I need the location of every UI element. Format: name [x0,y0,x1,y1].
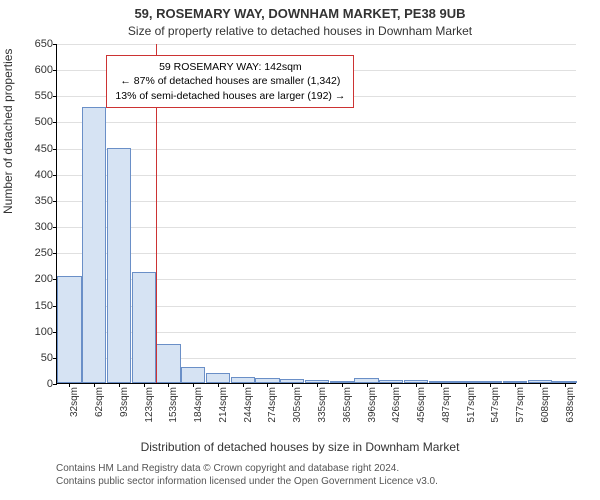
attribution-line-1: Contains HM Land Registry data © Crown c… [56,462,576,475]
plot-area: 0501001502002503003504004505005506006503… [56,44,576,384]
gridline [57,201,576,202]
x-tick-label: 93sqm [119,387,130,417]
x-tick-label: 305sqm [292,387,303,423]
gridline [57,253,576,254]
y-tick-label: 150 [35,300,53,312]
x-tick-label: 123sqm [144,387,155,423]
histogram-bar [156,344,180,383]
y-tick-mark [53,149,57,150]
y-tick-label: 500 [35,116,53,128]
callout-line-3: 13% of semi-detached houses are larger (… [115,89,345,103]
y-tick-mark [53,384,57,385]
x-tick-label: 365sqm [342,387,353,423]
x-tick-label: 547sqm [490,387,501,423]
x-tick-label: 456sqm [416,387,427,423]
histogram-bar [206,373,230,383]
y-tick-label: 300 [35,221,53,233]
y-tick-mark [53,122,57,123]
x-tick-label: 62sqm [94,387,105,417]
y-tick-label: 650 [35,38,53,50]
y-tick-label: 600 [35,64,53,76]
y-tick-mark [53,201,57,202]
y-tick-mark [53,253,57,254]
y-tick-mark [53,227,57,228]
y-tick-label: 400 [35,169,53,181]
x-tick-label: 335sqm [317,387,328,423]
y-tick-label: 100 [35,326,53,338]
x-tick-label: 517sqm [466,387,477,423]
x-tick-label: 577sqm [515,387,526,423]
chart-title-sub: Size of property relative to detached ho… [0,24,600,38]
gridline [57,227,576,228]
histogram-bar [57,276,81,383]
callout-line-2: ← 87% of detached houses are smaller (1,… [115,74,345,88]
x-tick-label: 487sqm [441,387,452,423]
y-tick-label: 450 [35,143,53,155]
gridline [57,149,576,150]
attribution-text: Contains HM Land Registry data © Crown c… [56,462,576,488]
y-tick-mark [53,70,57,71]
histogram-bar [82,107,106,383]
x-tick-label: 608sqm [540,387,551,423]
chart-title-main: 59, ROSEMARY WAY, DOWNHAM MARKET, PE38 9… [0,6,600,21]
y-tick-mark [53,44,57,45]
y-tick-label: 200 [35,273,53,285]
histogram-bar [132,272,156,383]
x-tick-label: 153sqm [168,387,179,423]
attribution-line-2: Contains public sector information licen… [56,475,576,488]
x-tick-label: 396sqm [367,387,378,423]
callout-box: 59 ROSEMARY WAY: 142sqm← 87% of detached… [106,55,354,108]
gridline [57,122,576,123]
x-tick-label: 184sqm [193,387,204,423]
y-tick-label: 250 [35,247,53,259]
x-axis-label: Distribution of detached houses by size … [0,440,600,454]
x-tick-label: 214sqm [218,387,229,423]
gridline [57,44,576,45]
x-tick-label: 32sqm [69,387,80,417]
chart-container: 59, ROSEMARY WAY, DOWNHAM MARKET, PE38 9… [0,0,600,500]
x-tick-label: 244sqm [243,387,254,423]
histogram-bar [107,148,131,383]
y-tick-mark [53,96,57,97]
x-tick-label: 638sqm [565,387,576,423]
y-tick-label: 50 [41,352,53,364]
x-tick-label: 274sqm [267,387,278,423]
y-axis-label: Number of detached properties [1,49,15,214]
gridline [57,175,576,176]
callout-line-1: 59 ROSEMARY WAY: 142sqm [115,60,345,74]
histogram-bar [181,367,205,383]
y-tick-label: 550 [35,90,53,102]
y-tick-label: 350 [35,195,53,207]
x-tick-label: 426sqm [391,387,402,423]
y-tick-mark [53,175,57,176]
